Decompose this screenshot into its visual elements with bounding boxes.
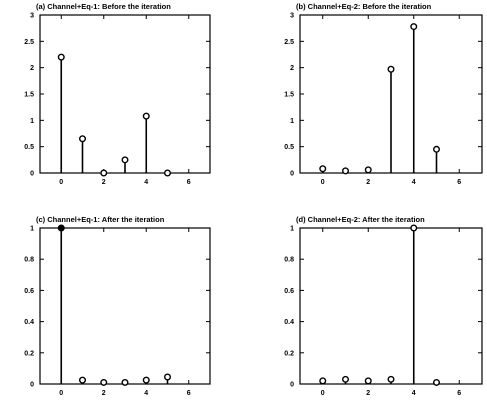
panel-a-point	[78, 135, 86, 143]
panel-a-ytick-label: 0.5	[24, 144, 34, 151]
panel-d-point	[433, 378, 441, 386]
panel-b-xtick-label: 4	[412, 179, 416, 186]
panel-d-ytick-label: 0.8	[284, 257, 294, 264]
panel-c-point	[163, 373, 171, 381]
panel-a-ytick-label: 3	[30, 13, 34, 20]
panel-a-point	[142, 112, 150, 120]
panel-d-ytick-label: 0	[290, 382, 294, 389]
panel-c-ytick-label: 0.2	[24, 350, 34, 357]
panel-d-xtick-label: 4	[412, 390, 416, 397]
panel-b-ytick-label: 0.5	[284, 144, 294, 151]
panel-b-title: (b) Channel+Eq-2: Before the iteration	[296, 2, 432, 11]
panel-a-xtick-label: 2	[102, 179, 106, 186]
panel-d: (d) Channel+Eq-2: After the iteration 0 0.…	[284, 215, 483, 397]
panel-c-ytick-label: 1	[30, 226, 34, 233]
panel-d-ytick-label: 0.6	[284, 288, 294, 295]
panel-b-ytick-label: 2.5	[284, 39, 294, 46]
panel-d-ytick-label: 0.2	[284, 350, 294, 357]
panel-b-point	[433, 145, 441, 153]
panel-c-ytick-label: 0	[30, 382, 34, 389]
panel-a-point	[100, 169, 108, 177]
panel-a-point	[57, 53, 65, 61]
panel-b-xtick-label: 2	[366, 179, 370, 186]
panel-a-ytick-label: 1.5	[24, 92, 34, 99]
panel-b-xtick-label: 0	[321, 179, 325, 186]
panel-c-point	[57, 224, 65, 232]
panel-c-ytick-label: 0.4	[24, 319, 34, 326]
panel-d-title: (d) Channel+Eq-2: After the iteration	[296, 215, 425, 224]
panel-b-ytick-label: 1	[290, 118, 294, 125]
panel-c-xtick-label: 4	[144, 390, 148, 397]
panel-b-point	[387, 65, 395, 73]
panel-d-point	[342, 375, 350, 383]
panel-c-xtick-label: 0	[59, 390, 63, 397]
panel-b-point	[319, 165, 327, 173]
panel-d-xtick-label: 6	[457, 390, 461, 397]
panel-a-point	[121, 156, 129, 164]
panel-a-ytick-label: 1	[30, 118, 34, 125]
panel-b-point	[342, 167, 350, 175]
panel-a-ytick-label: 2.5	[24, 39, 34, 46]
panel-b-ytick-label: 2	[290, 65, 294, 72]
panel-b-ytick-label: 1.5	[284, 92, 294, 99]
panel-d-point	[410, 224, 418, 232]
panel-c-ytick-label: 0.8	[24, 257, 34, 264]
panel-d-xtick-label: 2	[366, 390, 370, 397]
panel-a-point	[163, 169, 171, 177]
panel-d-point	[364, 377, 372, 385]
panel-a-ytick-label: 2	[30, 65, 34, 72]
panel-a-title: (a) Channel+Eq-1: Before the iteration	[36, 2, 171, 11]
panel-c-xtick-label: 6	[187, 390, 191, 397]
panel-c-ytick-label: 0.6	[24, 288, 34, 295]
panel-c-point	[121, 378, 129, 386]
panel-d-point	[387, 375, 395, 383]
panel-c-point	[78, 376, 86, 384]
panel-b-ytick-label: 0	[290, 171, 294, 178]
panel-c-title: (c) Channel+Eq-1: After the iteration	[36, 215, 165, 224]
panel-d-ytick-label: 0.4	[284, 319, 294, 326]
panel-b: (b) Channel+Eq-2: Before the iteration 0 0…	[284, 2, 483, 186]
panel-a-xtick-label: 0	[59, 179, 63, 186]
panel-c-point	[100, 378, 108, 386]
panel-b-ytick-label: 3	[290, 13, 294, 20]
panel-d-axes	[299, 227, 483, 385]
panel-c-axes	[39, 227, 211, 385]
panel-c-xtick-label: 2	[102, 390, 106, 397]
panel-a-axes	[39, 14, 211, 174]
panel-a-ytick-label: 0	[30, 171, 34, 178]
panel-a: (a) Channel+Eq-1: Before the iteration 0 0…	[24, 2, 211, 186]
panel-b-point	[364, 166, 372, 174]
panel-b-point	[410, 23, 418, 31]
panel-a-xtick-label: 6	[187, 179, 191, 186]
panel-a-xtick-label: 4	[144, 179, 148, 186]
panel-d-ytick-label: 1	[290, 226, 294, 233]
panel-c: (c) Channel+Eq-1: After the iteration 0 0.…	[24, 215, 211, 397]
panel-c-point	[142, 376, 150, 384]
panel-d-xtick-label: 0	[321, 390, 325, 397]
panel-d-point	[319, 377, 327, 385]
panel-b-xtick-label: 6	[457, 179, 461, 186]
